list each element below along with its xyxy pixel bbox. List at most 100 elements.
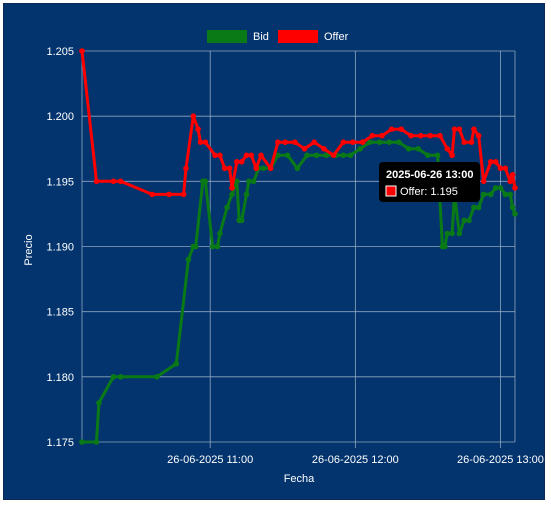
- data-point-offer[interactable]: [110, 178, 117, 185]
- data-point-offer[interactable]: [369, 132, 376, 139]
- data-point-bid[interactable]: [323, 152, 330, 159]
- data-point-bid[interactable]: [488, 191, 494, 198]
- data-point-offer[interactable]: [359, 139, 366, 145]
- data-point-bid[interactable]: [502, 191, 509, 198]
- data-point-offer[interactable]: [292, 139, 298, 145]
- data-point-bid[interactable]: [214, 243, 221, 250]
- data-point-offer[interactable]: [253, 165, 259, 172]
- data-point-bid[interactable]: [347, 152, 354, 159]
- data-point-offer[interactable]: [197, 139, 204, 145]
- data-point-offer[interactable]: [449, 152, 455, 159]
- data-point-offer[interactable]: [238, 159, 245, 165]
- data-point-offer[interactable]: [475, 132, 482, 139]
- data-point-offer[interactable]: [221, 165, 228, 172]
- legend[interactable]: Bid Offer: [207, 30, 349, 43]
- data-point-bid[interactable]: [224, 204, 230, 211]
- data-point-bid[interactable]: [250, 178, 257, 185]
- data-point-offer[interactable]: [461, 139, 468, 145]
- data-point-bid[interactable]: [110, 374, 117, 380]
- legend-swatch-offer[interactable]: [278, 30, 318, 43]
- data-point-offer[interactable]: [427, 132, 434, 139]
- data-point-bid[interactable]: [209, 243, 216, 250]
- legend-label-bid[interactable]: Bid: [253, 31, 269, 43]
- data-point-bid[interactable]: [444, 230, 451, 237]
- data-point-bid[interactable]: [456, 230, 463, 237]
- data-point-bid[interactable]: [357, 146, 364, 152]
- data-point-bid[interactable]: [154, 374, 160, 380]
- data-point-offer[interactable]: [480, 178, 487, 185]
- data-point-offer[interactable]: [267, 165, 274, 172]
- data-point-bid[interactable]: [173, 361, 180, 367]
- data-point-offer[interactable]: [217, 152, 223, 159]
- data-point-offer[interactable]: [330, 152, 337, 159]
- data-point-offer[interactable]: [471, 126, 477, 132]
- data-point-bid[interactable]: [234, 178, 240, 185]
- data-point-bid[interactable]: [284, 152, 291, 159]
- data-point-bid[interactable]: [229, 191, 235, 198]
- data-point-bid[interactable]: [294, 165, 301, 172]
- data-point-offer[interactable]: [166, 191, 172, 198]
- data-point-offer[interactable]: [180, 191, 187, 198]
- data-point-bid[interactable]: [96, 400, 102, 406]
- data-point-offer[interactable]: [379, 132, 385, 139]
- data-point-bid[interactable]: [475, 204, 482, 211]
- data-point-bid[interactable]: [313, 152, 320, 159]
- data-point-bid[interactable]: [376, 139, 383, 145]
- legend-label-offer[interactable]: Offer: [324, 31, 349, 43]
- data-point-bid[interactable]: [93, 439, 100, 445]
- data-point-bid[interactable]: [260, 165, 267, 172]
- data-point-bid[interactable]: [442, 243, 448, 250]
- data-point-offer[interactable]: [468, 139, 475, 145]
- data-point-offer[interactable]: [275, 139, 281, 145]
- data-point-offer[interactable]: [388, 126, 395, 132]
- data-point-offer[interactable]: [248, 152, 255, 159]
- data-point-offer[interactable]: [234, 159, 240, 165]
- data-point-offer[interactable]: [212, 152, 218, 159]
- data-point-bid[interactable]: [497, 185, 504, 191]
- data-point-bid[interactable]: [509, 204, 516, 211]
- data-point-offer[interactable]: [229, 185, 235, 191]
- data-point-offer[interactable]: [408, 132, 414, 139]
- data-point-offer[interactable]: [282, 139, 289, 145]
- data-point-offer[interactable]: [243, 152, 250, 159]
- data-point-bid[interactable]: [304, 152, 310, 159]
- data-point-bid[interactable]: [492, 185, 499, 191]
- data-point-bid[interactable]: [246, 178, 252, 185]
- data-point-offer[interactable]: [183, 165, 189, 172]
- data-point-bid[interactable]: [507, 191, 513, 198]
- data-point-offer[interactable]: [226, 165, 233, 172]
- data-point-bid[interactable]: [79, 439, 85, 445]
- data-point-offer[interactable]: [497, 165, 504, 172]
- data-point-offer[interactable]: [417, 132, 424, 139]
- data-point-bid[interactable]: [340, 152, 347, 159]
- data-point-bid[interactable]: [434, 152, 441, 159]
- data-point-offer[interactable]: [79, 48, 85, 54]
- data-point-offer[interactable]: [149, 191, 155, 198]
- data-point-offer[interactable]: [512, 185, 518, 191]
- data-point-offer[interactable]: [301, 146, 308, 152]
- data-point-offer[interactable]: [340, 139, 347, 145]
- data-point-bid[interactable]: [217, 230, 223, 237]
- data-point-bid[interactable]: [386, 139, 393, 145]
- data-point-bid[interactable]: [117, 374, 124, 380]
- data-point-bid[interactable]: [275, 152, 281, 159]
- data-point-bid[interactable]: [405, 146, 412, 152]
- data-point-offer[interactable]: [398, 126, 405, 132]
- data-point-offer[interactable]: [456, 126, 463, 132]
- data-point-bid[interactable]: [202, 178, 209, 185]
- legend-swatch-bid[interactable]: [207, 30, 247, 43]
- data-point-bid[interactable]: [192, 243, 199, 250]
- data-point-offer[interactable]: [502, 165, 509, 172]
- data-point-offer[interactable]: [451, 126, 458, 132]
- data-point-offer[interactable]: [202, 139, 209, 145]
- data-point-bid[interactable]: [449, 230, 455, 237]
- data-point-bid[interactable]: [471, 204, 477, 211]
- data-point-offer[interactable]: [117, 178, 124, 185]
- data-point-offer[interactable]: [437, 132, 443, 139]
- data-point-offer[interactable]: [195, 126, 201, 132]
- data-point-bid[interactable]: [238, 217, 245, 224]
- data-point-offer[interactable]: [321, 146, 327, 152]
- data-point-offer[interactable]: [311, 139, 318, 145]
- data-point-bid[interactable]: [243, 191, 250, 198]
- data-point-bid[interactable]: [480, 191, 487, 198]
